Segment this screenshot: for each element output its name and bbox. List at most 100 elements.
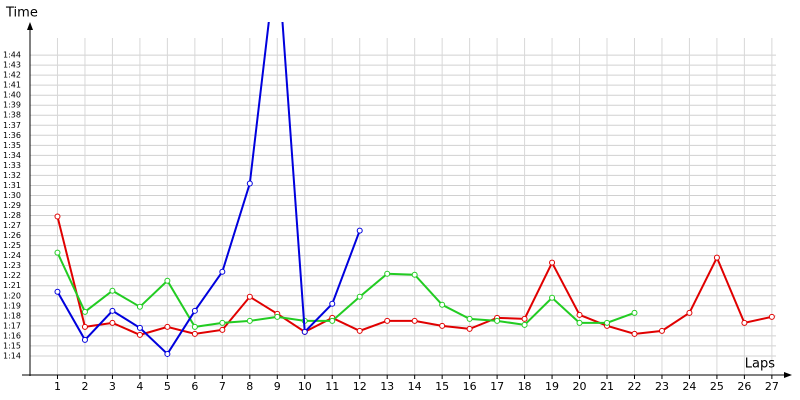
data-point [768,313,775,320]
y-tick-label: 1:31 [3,181,21,190]
data-point [576,311,583,318]
x-tick-label: 27 [765,380,779,393]
y-tick-label: 1:17 [3,321,21,330]
data-point [81,336,88,343]
y-tick-label: 1:39 [3,101,21,110]
y-tick-label: 1:33 [3,161,21,170]
data-point [549,294,556,301]
y-tick-label: 1:23 [3,261,21,270]
data-point [521,315,528,322]
data-point [164,323,171,330]
y-tick-label: 1:36 [3,131,21,140]
y-tick-label: 1:24 [3,251,21,260]
y-axis-label: Time [5,6,38,21]
data-point [136,324,143,331]
x-tick-label: 16 [463,380,477,393]
x-tick-label: 21 [600,380,614,393]
data-point [109,319,116,326]
series-line [56,252,635,328]
x-tick-label: 6 [191,380,198,393]
data-point [136,331,143,338]
data-point [109,287,116,294]
y-tick-label: 1:29 [3,201,21,210]
y-tick-label: 1:44 [3,51,21,60]
data-point [219,268,226,275]
y-tick-label: 1:22 [3,271,21,280]
y-tick-label: 1:41 [3,81,21,90]
data-point [329,300,336,307]
grid [30,38,776,379]
plot-area [54,22,775,357]
data-point [466,325,473,332]
x-tick-label: 19 [545,380,559,393]
x-tick-label: 11 [325,380,339,393]
data-point [494,317,501,324]
x-tick-label: 26 [737,380,751,393]
y-tick-label: 1:20 [3,291,21,300]
y-tick-label: 1:32 [3,171,21,180]
x-tick-label: 17 [490,380,504,393]
data-point [521,321,528,328]
data-point [466,315,473,322]
data-point [191,323,198,330]
data-point [191,330,198,337]
data-point [219,319,226,326]
data-point [411,271,418,278]
y-tick-label: 1:25 [3,241,21,250]
y-tick-label: 1:27 [3,221,21,230]
y-axis-arrow [27,22,33,30]
data-point [191,307,198,314]
x-tick-label: 7 [219,380,226,393]
data-point [741,319,748,326]
x-tick-label: 18 [518,380,532,393]
y-tick-label: 1:15 [3,341,21,350]
y-tick-label: 1:19 [3,301,21,310]
data-point [329,317,336,324]
x-tick-label: 23 [655,380,669,393]
data-point [246,317,253,324]
data-point [136,303,143,310]
data-point [164,350,171,357]
data-point [274,313,281,320]
data-point [54,213,61,220]
y-tick-label: 1:16 [3,331,21,340]
y-tick-label: 1:28 [3,211,21,220]
data-point [356,327,363,334]
x-tick-label: 13 [380,380,394,393]
x-tick-label: 1 [54,380,61,393]
data-point [686,309,693,316]
data-point [604,319,611,326]
data-point [81,308,88,315]
x-tick-label: 15 [435,380,449,393]
x-tick-label: 22 [627,380,641,393]
x-axis-label: Laps [745,357,775,372]
data-point [246,293,253,300]
data-point [713,254,720,261]
y-tick-label: 1:42 [3,71,21,80]
data-point [439,301,446,308]
data-point [356,293,363,300]
data-point [439,322,446,329]
x-tick-label: 4 [136,380,143,393]
data-point [411,317,418,324]
data-point [54,288,61,295]
x-tick-label: 8 [246,380,253,393]
data-point [631,309,638,316]
data-point [301,328,308,335]
x-tick-label: 2 [81,380,88,393]
data-point [384,317,391,324]
data-point [109,307,116,314]
x-axis-arrow [784,372,792,378]
y-tick-label: 1:21 [3,281,21,290]
y-tick-label: 1:26 [3,231,21,240]
data-point [576,319,583,326]
x-tick-label: 3 [109,380,116,393]
data-point [631,330,638,337]
x-tick-label: 10 [298,380,312,393]
y-tick-label: 1:38 [3,111,21,120]
tick-labels: 1:141:151:161:171:181:191:201:211:221:23… [3,51,779,393]
y-tick-label: 1:43 [3,61,21,70]
data-point [246,180,253,187]
data-point [384,270,391,277]
